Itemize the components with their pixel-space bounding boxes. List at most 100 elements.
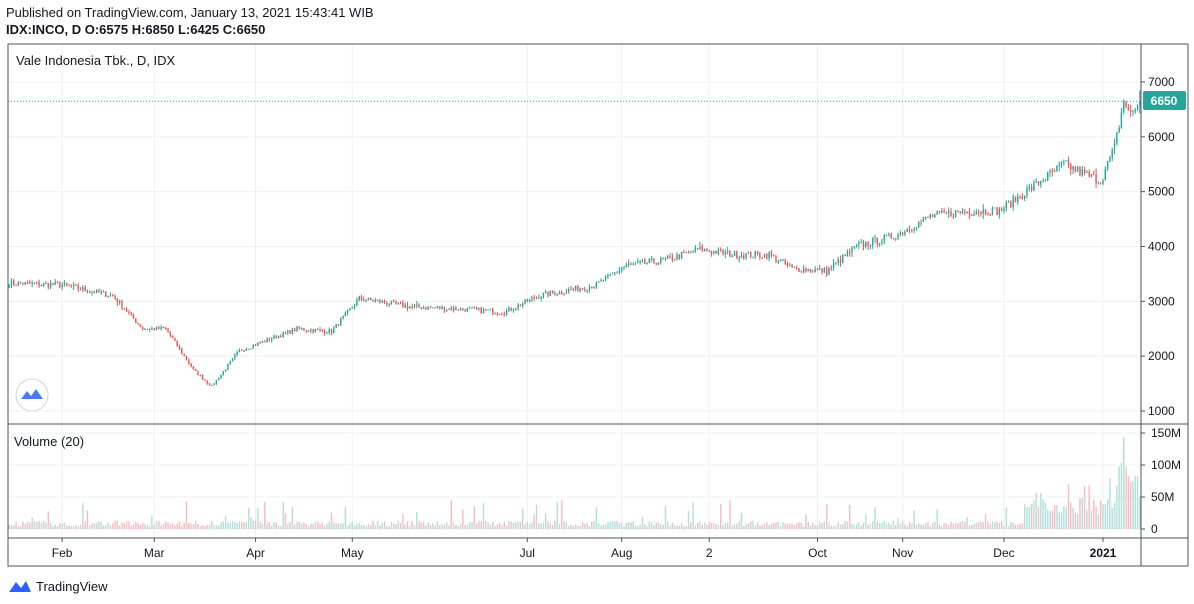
candle — [825, 268, 828, 275]
candle — [77, 285, 79, 290]
volume-bar — [634, 525, 637, 529]
volume-bar — [508, 521, 510, 529]
candle — [33, 282, 36, 284]
volume-bar — [897, 517, 899, 529]
candle — [768, 252, 770, 259]
candle — [386, 302, 388, 305]
candle — [402, 302, 404, 308]
volume-bar — [593, 521, 595, 529]
candle — [259, 342, 261, 344]
volume-bar — [1065, 507, 1067, 529]
volume-bar — [616, 521, 618, 529]
candle — [445, 309, 448, 311]
volume-bar — [1099, 500, 1102, 529]
volume-bar — [749, 521, 752, 529]
volume-bar — [779, 526, 782, 529]
volume-bar — [825, 504, 828, 529]
volume-bar — [130, 525, 132, 529]
candle — [422, 307, 425, 309]
candle — [897, 234, 899, 240]
candle — [515, 308, 517, 310]
volume-bar — [738, 520, 740, 529]
candle — [84, 287, 86, 291]
candle — [561, 291, 563, 294]
volume-bar — [217, 525, 220, 529]
candle — [980, 212, 982, 214]
volume-bar — [118, 525, 121, 529]
candle — [915, 227, 918, 230]
candle — [112, 294, 114, 296]
volume-bar — [798, 522, 800, 529]
candle — [706, 248, 708, 251]
volume-bar — [360, 525, 363, 529]
candle — [1083, 169, 1086, 173]
volume-bar — [340, 523, 342, 529]
candle — [211, 384, 213, 386]
candle — [848, 251, 851, 253]
volume-bar — [220, 522, 222, 529]
volume-bar — [775, 522, 777, 529]
candle — [521, 303, 524, 307]
candle — [858, 242, 860, 245]
volume-bar — [915, 524, 918, 529]
candle — [61, 284, 63, 288]
candle — [1113, 143, 1116, 150]
footer-brand[interactable]: TradingView — [8, 577, 108, 595]
candle — [213, 384, 215, 386]
candle — [1136, 104, 1139, 110]
candle — [282, 332, 284, 338]
volume-bar — [1070, 502, 1072, 529]
candle — [600, 280, 602, 282]
volume-bar — [459, 523, 462, 529]
candle — [1076, 167, 1079, 172]
candle — [759, 253, 761, 258]
volume-bar — [132, 524, 135, 529]
volume-bar — [950, 521, 952, 529]
candle — [1033, 182, 1035, 191]
candle — [1030, 187, 1033, 191]
candle — [722, 250, 724, 255]
volume-bar — [1021, 523, 1024, 529]
price-tick-label: 2000 — [1148, 349, 1175, 363]
candle — [743, 255, 745, 259]
volume-bar — [404, 524, 406, 529]
volume-bar — [411, 521, 413, 529]
candle — [132, 313, 135, 319]
volume-bar — [561, 500, 563, 529]
volume-bar — [678, 526, 680, 529]
tradingview-badge-icon[interactable] — [15, 378, 49, 412]
volume-bar — [558, 523, 561, 529]
volume-bar — [317, 521, 319, 529]
volume-bar — [247, 507, 250, 529]
volume-bar — [296, 521, 298, 529]
candle — [623, 267, 625, 269]
volume-bar — [895, 524, 897, 529]
candle — [409, 306, 411, 309]
candle — [994, 207, 996, 209]
volume-bar — [586, 522, 588, 529]
candle — [1109, 157, 1111, 161]
volume-bar — [284, 513, 287, 529]
volume-bar — [31, 517, 33, 529]
volume-bar — [1003, 525, 1005, 529]
candle — [395, 301, 397, 304]
volume-bar — [885, 524, 888, 529]
candle — [448, 308, 450, 310]
candle — [987, 214, 989, 216]
volume-bar — [114, 520, 116, 529]
candle — [22, 283, 24, 285]
candle — [620, 268, 623, 271]
volume-bar — [763, 523, 766, 529]
candle — [19, 282, 22, 284]
volume-bar — [351, 521, 353, 529]
candle — [367, 297, 370, 301]
candle — [176, 340, 178, 347]
volume-bar — [462, 509, 464, 529]
candle — [736, 251, 738, 259]
candle — [241, 349, 243, 351]
volume-bar — [1072, 507, 1074, 529]
candle — [197, 370, 199, 376]
volume-bar — [964, 521, 966, 529]
candle — [680, 252, 683, 259]
